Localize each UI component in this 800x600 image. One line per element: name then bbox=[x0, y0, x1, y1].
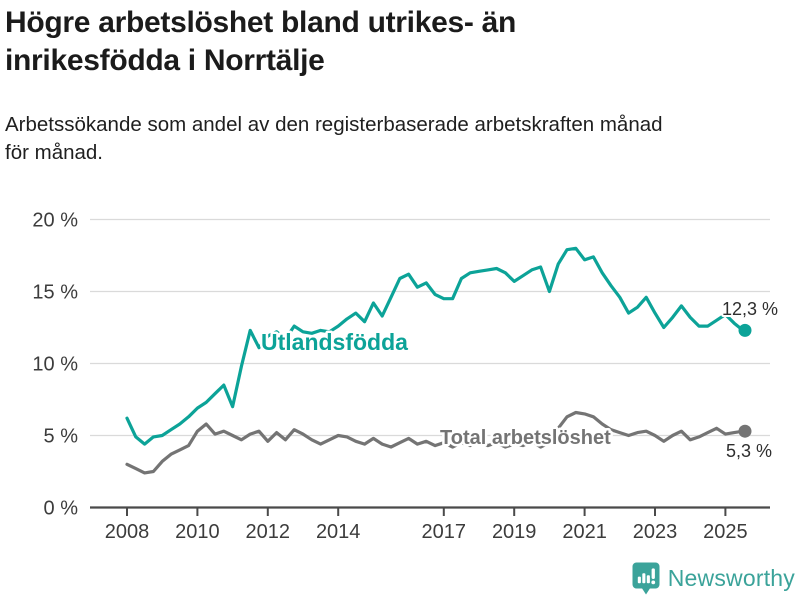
page-title-line2: inrikesfödda i Norrtälje bbox=[5, 44, 325, 77]
newsworthy-logo-icon bbox=[632, 562, 660, 595]
chart-subtitle: Arbetssökande som andel av den registerb… bbox=[5, 111, 785, 167]
chart-subtitle-line2: för månad. bbox=[5, 141, 103, 164]
series-end-value-total-arbetsloshet: 5,3 % bbox=[726, 441, 772, 461]
series-label-total-arbetsloshet: Total arbetslöshet bbox=[440, 427, 611, 449]
x-tick-label: 2021 bbox=[562, 521, 607, 543]
page-title: Högre arbetslöshet bland utrikes- än inr… bbox=[5, 4, 785, 80]
series-line-total-arbetsloshet bbox=[125, 410, 745, 475]
x-tick-label: 2014 bbox=[316, 521, 361, 543]
x-tick-label: 2008 bbox=[105, 521, 150, 543]
series-end-dot-total-arbetsloshet bbox=[738, 424, 752, 438]
x-tick-label: 2019 bbox=[492, 521, 537, 543]
page-title-line1: Högre arbetslöshet bland utrikes- än bbox=[5, 6, 516, 39]
y-tick-label: 5 % bbox=[44, 426, 79, 448]
chart-subtitle-line1: Arbetssökande som andel av den registerb… bbox=[5, 113, 663, 136]
x-tick-label: 2025 bbox=[703, 521, 748, 543]
series-end-dot-utlandsfodda bbox=[738, 323, 752, 337]
newsworthy-brand: Newsworthy bbox=[632, 562, 795, 595]
y-tick-label: 0 % bbox=[44, 498, 79, 520]
chart-header: Högre arbetslöshet bland utrikes- än inr… bbox=[5, 4, 785, 167]
x-tick-label: 2023 bbox=[633, 521, 678, 543]
y-tick-label: 20 % bbox=[32, 210, 78, 232]
x-tick-label: 2010 bbox=[175, 521, 220, 543]
newsworthy-brand-text: Newsworthy bbox=[667, 565, 795, 591]
y-tick-label: 10 % bbox=[32, 354, 78, 376]
series-label-utlandsfodda: Utlandsfödda bbox=[261, 329, 408, 355]
x-tick-label: 2012 bbox=[246, 521, 291, 543]
series-line-utlandsfodda bbox=[125, 246, 745, 446]
x-tick-label: 2017 bbox=[422, 521, 467, 543]
series-end-value-utlandsfodda: 12,3 % bbox=[722, 299, 778, 319]
y-tick-label: 15 % bbox=[32, 282, 78, 304]
